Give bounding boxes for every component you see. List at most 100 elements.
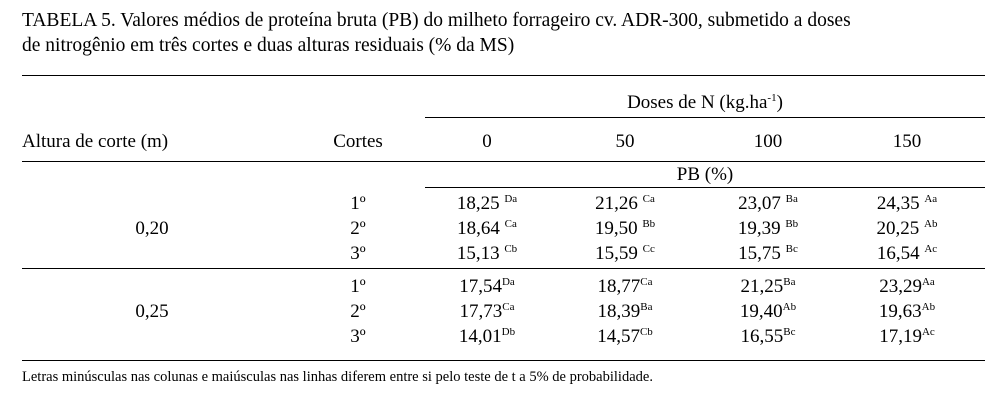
cell: 24,35 Aa [877, 193, 937, 215]
cell-letters: Da [501, 276, 515, 288]
corte: 1º [350, 193, 366, 214]
cell-value: 21,26 [595, 193, 638, 214]
cell-letters: Ac [924, 243, 938, 255]
cell-letters: Cb [639, 326, 653, 338]
cell: 19,63Ab [879, 301, 935, 323]
subheader-rule [425, 187, 985, 188]
cell-letters: Aa [921, 276, 935, 288]
cell-letters: Aa [924, 193, 938, 205]
cell-letters: Ac [921, 326, 935, 338]
column-header: 100 [753, 131, 783, 152]
cell: 20,25 Ab [877, 218, 938, 240]
cell-letters: Ab [921, 301, 936, 313]
cell-value: 17,73 [459, 301, 503, 322]
column-header: 150 [892, 131, 922, 152]
cell-value: 18,77 [597, 276, 641, 297]
cell: 21,25Ba [741, 276, 796, 298]
cell-value: 14,01 [458, 326, 502, 347]
cell: 18,77Ca [598, 276, 653, 298]
cell-value: 18,64 [457, 218, 500, 239]
bottom-rule [22, 360, 985, 361]
cell-value: 16,55 [740, 326, 784, 347]
cell-value: 15,13 [456, 243, 500, 264]
title-line: TABELA 5. Valores médios de proteína bru… [22, 10, 851, 31]
cell-value: 21,25 [740, 276, 784, 297]
cell-value: 16,54 [876, 243, 920, 264]
cell: 18,64 Ca [457, 218, 517, 240]
cell-value: 14,57 [597, 326, 640, 347]
cell: 15,13 Cb [457, 243, 517, 265]
cell-value: 15,75 [738, 243, 781, 264]
cell: 14,57Cb [597, 326, 653, 348]
cell-letters: Ca [504, 218, 517, 230]
cell: 16,55Bc [741, 326, 796, 348]
column-header: 0 [482, 131, 492, 152]
cell-letters: Bb [642, 218, 656, 230]
cell: 19,40Ab [740, 301, 796, 323]
cell-value: 19,39 [737, 218, 781, 239]
cell-letters: Cc [642, 243, 655, 255]
cell-letters: Db [501, 326, 516, 338]
column-header: Cortes [333, 131, 383, 152]
group-header: Doses de N (kg.ha-1) [627, 92, 783, 114]
cell-letters: Ca [642, 193, 655, 205]
cell: 19,50 Bb [595, 218, 655, 240]
cell-value: 18,39 [597, 301, 641, 322]
altura: 0,25 [135, 301, 169, 322]
cell: 17,54Da [459, 276, 515, 298]
header-rule [425, 117, 985, 118]
cell: 17,19Ac [879, 326, 935, 348]
cell: 16,54 Ac [877, 243, 937, 265]
top-rule [22, 75, 985, 76]
cell-letters: Ba [640, 301, 653, 313]
cell: 14,01Db [459, 326, 515, 348]
cell: 23,07 Ba [738, 193, 798, 215]
group-header-close: ) [776, 92, 783, 113]
cell-letters: Da [504, 193, 518, 205]
group-rule [22, 268, 985, 269]
corte: 1º [350, 276, 366, 297]
cell-letters: Ba [785, 193, 798, 205]
cell-value: 19,50 [594, 218, 638, 239]
group-header-text: Doses de N (kg.ha [627, 92, 768, 113]
corte: 3º [350, 243, 366, 264]
corte: 2º [350, 301, 366, 322]
cell-value: 17,54 [459, 276, 502, 297]
cell: 18,39Ba [598, 301, 653, 323]
cell-letters: Ba [783, 276, 796, 288]
cell: 18,25 Da [457, 193, 517, 215]
cell-value: 23,29 [879, 276, 922, 297]
corte: 2º [350, 218, 366, 239]
cell-letters: Cb [504, 243, 518, 255]
cell: 15,75 Bc [738, 243, 798, 265]
group-header-sup: -1 [767, 92, 777, 104]
cell: 23,29Aa [879, 276, 935, 298]
cell-value: 19,40 [739, 301, 783, 322]
cell-value: 18,25 [456, 193, 500, 214]
column-header: Altura de corte (m) [22, 131, 169, 152]
cell-letters: Ca [640, 276, 653, 288]
cell: 17,73Ca [460, 301, 515, 323]
cell-value: 23,07 [738, 193, 781, 214]
title-line: de nitrogênio em três cortes e duas altu… [22, 35, 515, 56]
cell-letters: Bc [785, 243, 798, 255]
column-header: 50 [615, 131, 635, 152]
footnote: Letras minúsculas nas colunas e maiúscul… [22, 369, 653, 385]
corte: 3º [350, 326, 366, 347]
cell-value: 20,25 [876, 218, 920, 239]
cell-letters: Ab [924, 218, 938, 230]
cell-value: 24,35 [876, 193, 920, 214]
cell-letters: Ab [782, 301, 797, 313]
subheader: PB (%) [676, 164, 734, 185]
cell-value: 19,63 [878, 301, 922, 322]
cell: 15,59 Cc [595, 243, 655, 265]
cell-letters: Bc [783, 326, 796, 338]
altura: 0,20 [135, 218, 169, 239]
cell: 21,26 Ca [595, 193, 655, 215]
header-bottom-rule [22, 161, 985, 162]
cell-letters: Bb [785, 218, 799, 230]
cell-letters: Ca [502, 301, 515, 313]
cell-value: 15,59 [595, 243, 638, 264]
cell: 19,39 Bb [738, 218, 798, 240]
